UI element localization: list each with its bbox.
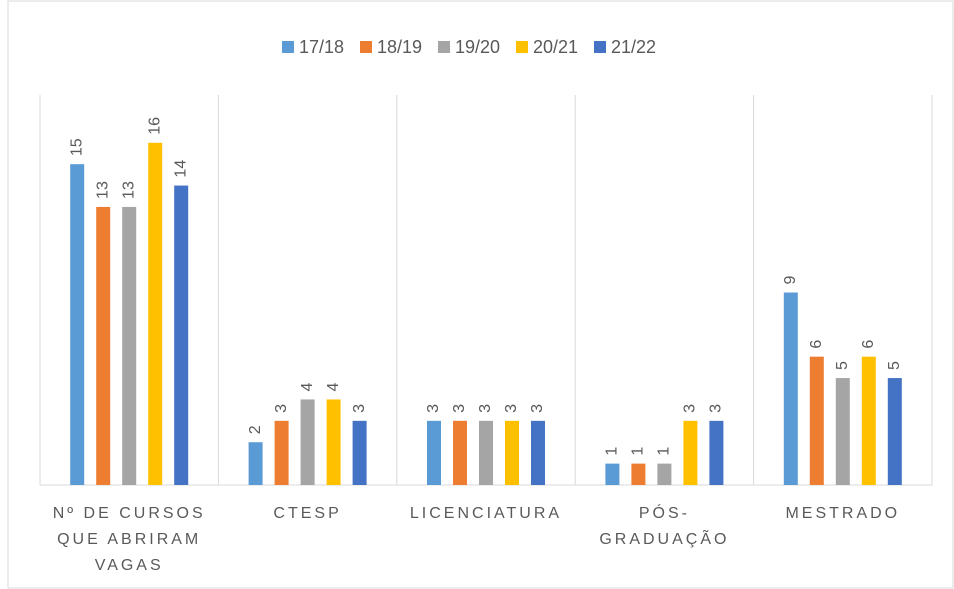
bar bbox=[861, 356, 876, 485]
bar bbox=[300, 399, 315, 485]
bar bbox=[887, 378, 902, 485]
bar bbox=[605, 463, 620, 485]
bar bbox=[809, 356, 824, 485]
x-tick-label: CTESP bbox=[273, 505, 342, 522]
bar bbox=[835, 378, 850, 485]
data-label: 2 bbox=[247, 425, 264, 434]
legend-label: 20/21 bbox=[533, 37, 578, 57]
x-tick-label: Nº DE CURSOS QUE ABRIRAM VAGAS bbox=[52, 505, 206, 574]
data-label: 15 bbox=[68, 138, 85, 156]
bar bbox=[352, 420, 367, 485]
x-tick-label: PÓS-GRADUAÇÃO bbox=[599, 505, 730, 548]
bar bbox=[326, 399, 341, 485]
data-label: 5 bbox=[886, 361, 903, 370]
bar bbox=[122, 206, 137, 485]
legend-label: 17/18 bbox=[299, 37, 344, 57]
data-label: 4 bbox=[325, 382, 342, 391]
bar bbox=[783, 292, 798, 485]
bar bbox=[505, 420, 519, 485]
legend-swatch bbox=[438, 41, 450, 53]
data-label: 3 bbox=[425, 404, 442, 413]
bar bbox=[427, 420, 441, 485]
bar bbox=[148, 142, 163, 485]
data-label: 16 bbox=[146, 117, 163, 135]
data-label: 5 bbox=[834, 361, 851, 370]
bar bbox=[248, 442, 263, 485]
data-label: 3 bbox=[529, 404, 546, 413]
bar bbox=[174, 185, 189, 486]
legend-label: 19/20 bbox=[455, 37, 500, 57]
bar bbox=[479, 420, 493, 485]
x-tick-label: LICENCIATURA bbox=[409, 505, 563, 522]
bar bbox=[274, 420, 289, 485]
data-label: 6 bbox=[860, 340, 877, 349]
bar bbox=[96, 206, 111, 485]
bar bbox=[709, 420, 724, 485]
data-label: 6 bbox=[808, 340, 825, 349]
data-label: 9 bbox=[782, 276, 799, 285]
bar bbox=[531, 420, 545, 485]
bar bbox=[683, 420, 698, 485]
data-label: 1 bbox=[630, 447, 647, 456]
legend-label: 18/19 bbox=[377, 37, 422, 57]
data-label: 4 bbox=[299, 382, 316, 391]
data-label: 13 bbox=[120, 181, 137, 199]
legend-swatch bbox=[360, 41, 372, 53]
legend-swatch bbox=[282, 41, 294, 53]
data-label: 1 bbox=[604, 447, 621, 456]
data-label: 3 bbox=[273, 404, 290, 413]
data-label: 3 bbox=[451, 404, 468, 413]
data-label: 1 bbox=[656, 447, 673, 456]
data-label: 3 bbox=[708, 404, 725, 413]
bar bbox=[657, 463, 672, 485]
data-label: 14 bbox=[172, 160, 189, 178]
bar bbox=[631, 463, 646, 485]
data-label: 3 bbox=[503, 404, 520, 413]
data-label: 13 bbox=[94, 181, 111, 199]
bar bbox=[453, 420, 467, 485]
bar bbox=[70, 164, 85, 485]
x-tick-label: MESTRADO bbox=[785, 505, 901, 522]
legend-swatch bbox=[594, 41, 606, 53]
legend-swatch bbox=[516, 41, 528, 53]
legend-label: 21/22 bbox=[611, 37, 656, 57]
data-label: 3 bbox=[682, 404, 699, 413]
data-label: 3 bbox=[477, 404, 494, 413]
data-label: 3 bbox=[351, 404, 368, 413]
chart-border bbox=[7, 0, 954, 589]
